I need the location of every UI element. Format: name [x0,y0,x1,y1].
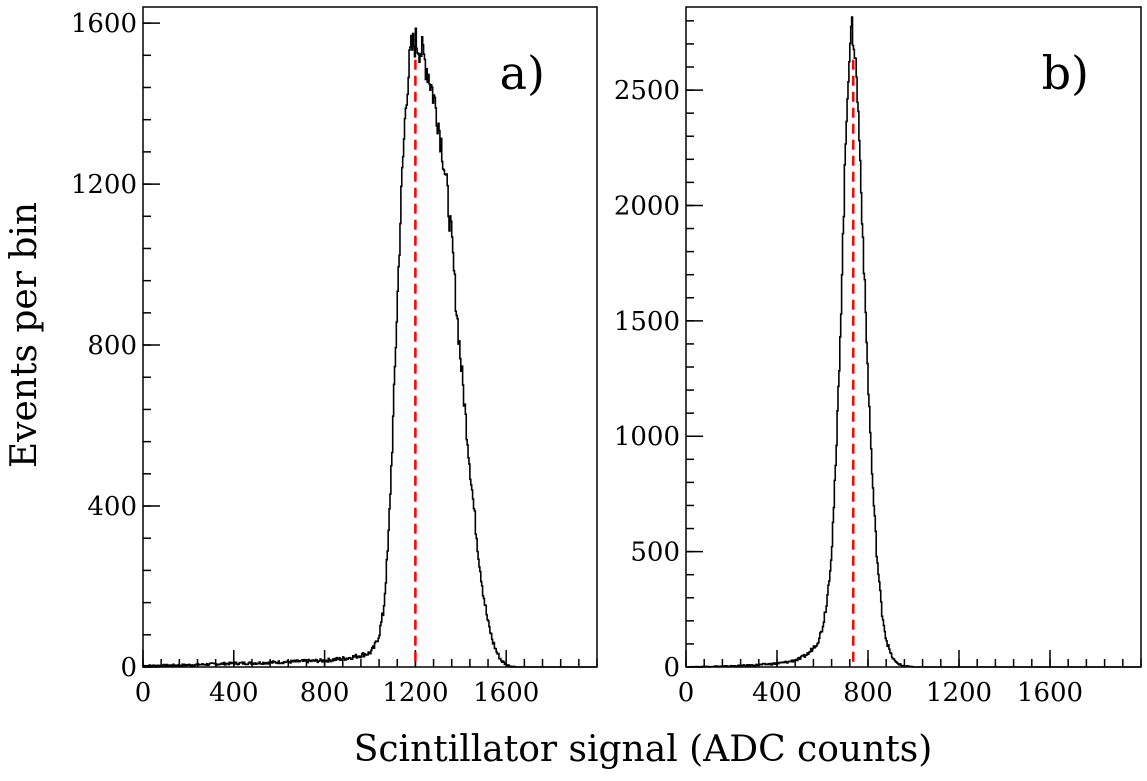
x-tick-label: 0 [678,678,695,708]
y-tick-label: 1600 [71,9,137,39]
x-tick-label: 1200 [382,678,448,708]
histogram-series [686,16,1141,668]
x-tick-label: 1600 [473,678,539,708]
x-tick-label: 400 [752,678,802,708]
y-axis-title: Events per bin [4,202,45,468]
panel-label: b) [1042,46,1089,100]
x-tick-label: 1200 [926,678,992,708]
y-tick-label: 2000 [614,191,680,221]
y-tick-label: 1500 [614,307,680,337]
y-tick-label: 1000 [614,422,680,452]
y-tick-label: 1200 [71,170,137,200]
panel-label: a) [500,46,545,100]
x-tick-label: 0 [135,678,152,708]
y-tick-label: 800 [87,331,137,361]
plot-frame [685,6,1142,668]
x-axis-title: Scintillator signal (ADC counts) [354,729,933,770]
panel-a: 0 400 800 1200 1600 0 400 800 1200 1600 a) [71,6,598,708]
histogram-series [143,27,597,668]
x-tick-label: 800 [300,678,350,708]
plot-frame [142,6,598,668]
y-tick-label: 2500 [614,76,680,106]
y-tick-label: 0 [663,653,680,683]
x-tick-label: 800 [843,678,893,708]
panel-b: 0 400 800 1200 1600 0 500 1000 1500 2000 2500 b) [614,6,1142,708]
x-tick-label: 1600 [1017,678,1083,708]
x-tick-label: 400 [209,678,259,708]
y-tick-label: 500 [630,538,680,568]
y-tick-label: 400 [87,492,137,522]
y-tick-label: 0 [120,653,137,683]
